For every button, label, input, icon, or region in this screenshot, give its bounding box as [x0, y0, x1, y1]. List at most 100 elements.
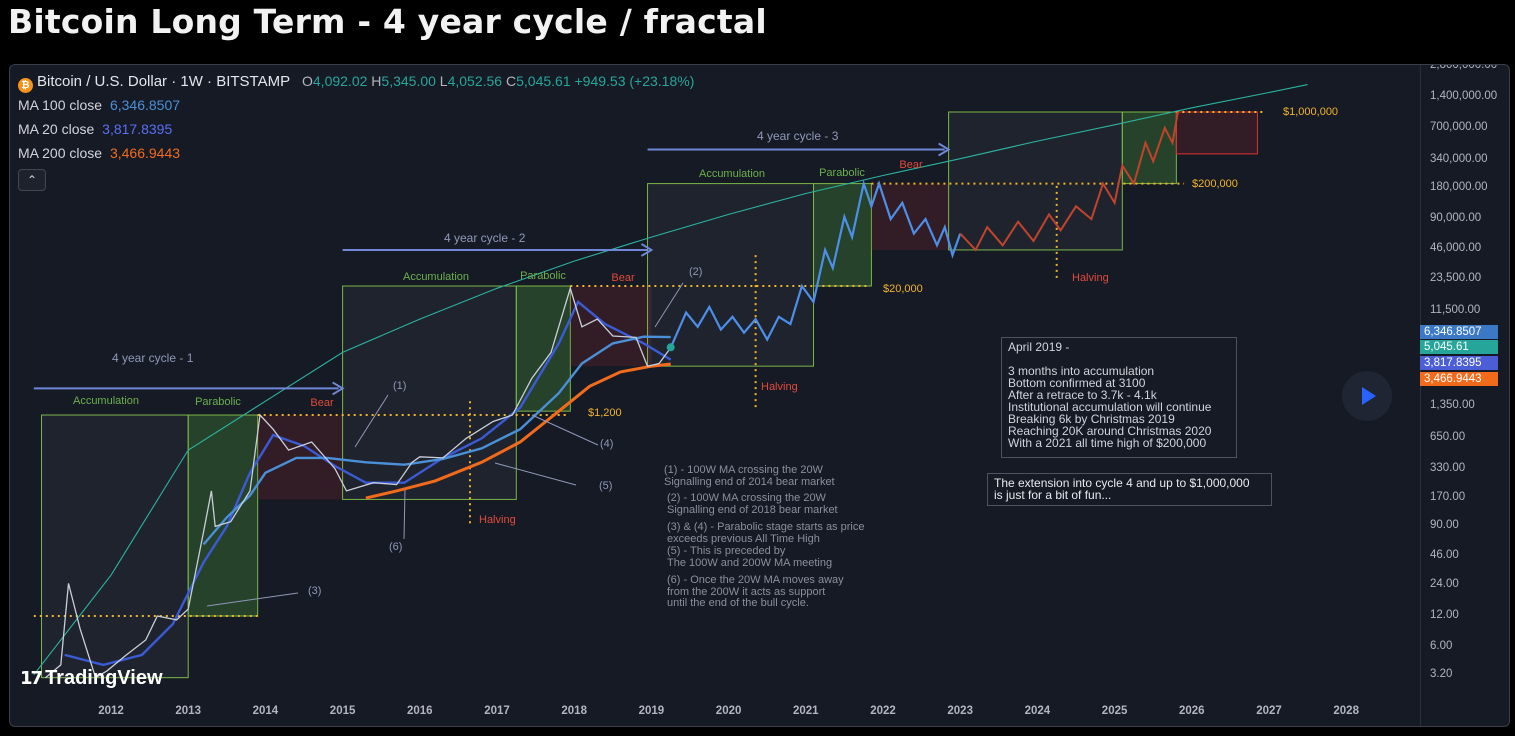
price-tick-label: 3.20 — [1430, 667, 1453, 680]
cycle-label: 4 year cycle - 1 — [112, 351, 194, 365]
footnote: (6) - Once the 20W MA moves away from th… — [667, 574, 844, 609]
footnote: (3) & (4) - Parabolic stage starts as pr… — [667, 521, 865, 545]
tradingview-logo-icon: 𝟭𝟳 — [20, 668, 43, 688]
annotation-arrow — [403, 489, 406, 540]
indicator-ma100[interactable]: MA 100 close 6,346.8507 — [18, 97, 180, 113]
price-tick-label: 24.00 — [1430, 578, 1459, 591]
price-tick-label: 1,400,000.00 — [1430, 90, 1498, 103]
chart-legend: ₿ Bitcoin / U.S. Dollar · 1W · BITSTAMP O… — [10, 65, 810, 265]
price-tick-label: 1,350.00 — [1430, 398, 1475, 411]
time-tick-label: 2027 — [1256, 705, 1282, 717]
price-tick-label: 23,500.00 — [1430, 271, 1482, 284]
ma100-line — [202, 335, 671, 546]
extension-note[interactable]: The extension into cycle 4 and up to $1,… — [987, 473, 1272, 506]
halving-label: Halving — [479, 514, 516, 526]
time-tick-label: 2018 — [561, 705, 587, 717]
marker-label: (5) — [599, 480, 613, 492]
time-tick-label: 2014 — [252, 705, 279, 717]
time-tick-label: 2023 — [947, 705, 973, 717]
symbol-row[interactable]: ₿ Bitcoin / U.S. Dollar · 1W · BITSTAMP O… — [18, 73, 694, 93]
bear-label: Bear — [899, 159, 923, 171]
annotation-arrow — [494, 462, 577, 486]
price-badge-ma200: 3,466.9443 — [1420, 372, 1498, 386]
time-tick-label: 2022 — [870, 705, 896, 717]
current-price-dot — [666, 343, 675, 352]
bear-label: Bear — [611, 272, 635, 284]
parabolic-label: Parabolic — [520, 270, 566, 282]
level-label-200000: $200,000 — [1192, 178, 1238, 190]
halving-label: Halving — [761, 381, 798, 393]
chevron-up-icon: ⌃ — [26, 173, 38, 187]
bear-zone — [1176, 112, 1258, 154]
price-scale[interactable]: 2,800,000.00 1,400,000.00 700,000.00 340,00… — [1420, 64, 1509, 726]
parabolic-zone — [187, 414, 259, 617]
chart-panel[interactable]: ₿ Bitcoin / U.S. Dollar · 1W · BITSTAMP O… — [9, 64, 1510, 727]
open-label: O — [302, 73, 313, 89]
price-tick-label: 90,000.00 — [1430, 212, 1482, 225]
projection-line — [669, 179, 962, 349]
marker-label: (1) — [393, 380, 407, 392]
collapse-legend-button[interactable]: ⌃ — [18, 169, 46, 191]
ma20-line — [64, 299, 672, 667]
time-tick-label: 2028 — [1333, 705, 1359, 717]
time-tick-label: 2026 — [1179, 705, 1205, 717]
time-tick-label: 2016 — [407, 705, 433, 717]
time-tick-label: 2024 — [1024, 705, 1051, 717]
price-badge-ma100: 6,346.8507 — [1420, 325, 1498, 339]
price-tick-label: 340,000.00 — [1430, 152, 1488, 165]
low-value: 4,052.56 — [447, 73, 503, 89]
cycle-arrow-head — [938, 142, 951, 157]
time-tick-label: 2013 — [175, 705, 201, 717]
time-tick-label: 2020 — [715, 705, 742, 717]
marker-label: (2) — [689, 266, 703, 278]
price-badge-close: 5,045.61 — [1420, 340, 1498, 354]
indicator-ma200[interactable]: MA 200 close 3,466.9443 — [18, 145, 180, 161]
close-label: C — [505, 73, 517, 89]
marker-label: (3) — [308, 585, 322, 597]
annotation-arrow — [206, 592, 299, 607]
price-tick-label: 46,000.00 — [1430, 241, 1482, 254]
parabolic-zone — [813, 183, 872, 287]
play-icon — [1362, 387, 1376, 405]
high-value: 5,345.00 — [381, 73, 436, 89]
chart-plot[interactable] — [10, 65, 1420, 726]
accumulation-label: Accumulation — [698, 168, 766, 180]
cycle-label: 4 year cycle - 3 — [757, 129, 839, 143]
time-tick-label: 2021 — [793, 705, 819, 717]
close-value: 5,045.61 — [516, 73, 571, 89]
time-tick-label: 2012 — [98, 705, 124, 717]
price-line — [44, 286, 672, 679]
annotation-arrow — [531, 414, 599, 446]
time-tick-label: 2017 — [484, 705, 510, 717]
parabolic-label: Parabolic — [195, 396, 241, 408]
cycle-label: 4 year cycle - 2 — [444, 231, 526, 245]
accumulation-label: Accumulation — [72, 395, 140, 407]
symbol-name[interactable]: Bitcoin / U.S. Dollar · 1W · BITSTAMP — [37, 73, 291, 90]
high-label: H — [371, 73, 382, 89]
indicator-ma20[interactable]: MA 20 close 3,817.8395 — [18, 121, 172, 137]
parabolic-zone — [1121, 111, 1177, 185]
footnote: (1) - 100W MA crossing the 20W Signallin… — [664, 464, 835, 488]
low-label: L — [439, 73, 448, 89]
price-tick-label: 2,800,000.00 — [1430, 64, 1498, 72]
page-title: Bitcoin Long Term - 4 year cycle / fract… — [8, 2, 767, 41]
footnote: (5) - This is preceded by The 100W and 2… — [667, 545, 833, 569]
time-tick-label: 2019 — [638, 705, 665, 717]
marker-label: (6) — [389, 541, 403, 553]
april-2019-note[interactable]: April 2019 - 3 months into accumulation … — [1001, 337, 1237, 458]
price-badge-ma20: 3,817.8395 — [1420, 356, 1498, 370]
ma200-line — [365, 362, 671, 500]
time-tick-label: 2015 — [329, 705, 356, 717]
price-tick-label: 180,000.00 — [1430, 181, 1488, 194]
trendline — [33, 84, 1308, 676]
tradingview-logo[interactable]: 𝟭𝟳 TradingView — [20, 667, 163, 690]
price-tick-label: 12.00 — [1430, 609, 1459, 621]
parabolic-label: Parabolic — [819, 167, 865, 179]
change-value: +949.53 (+23.18%) — [574, 73, 695, 89]
price-tick-label: 11,500.00 — [1430, 303, 1481, 316]
annotation-arrow — [654, 282, 684, 328]
bitcoin-icon: ₿ — [18, 78, 33, 93]
cycle-arrow-head — [332, 381, 345, 396]
replay-button[interactable] — [1342, 371, 1392, 421]
level-label-1000000: $1,000,000 — [1283, 106, 1339, 118]
